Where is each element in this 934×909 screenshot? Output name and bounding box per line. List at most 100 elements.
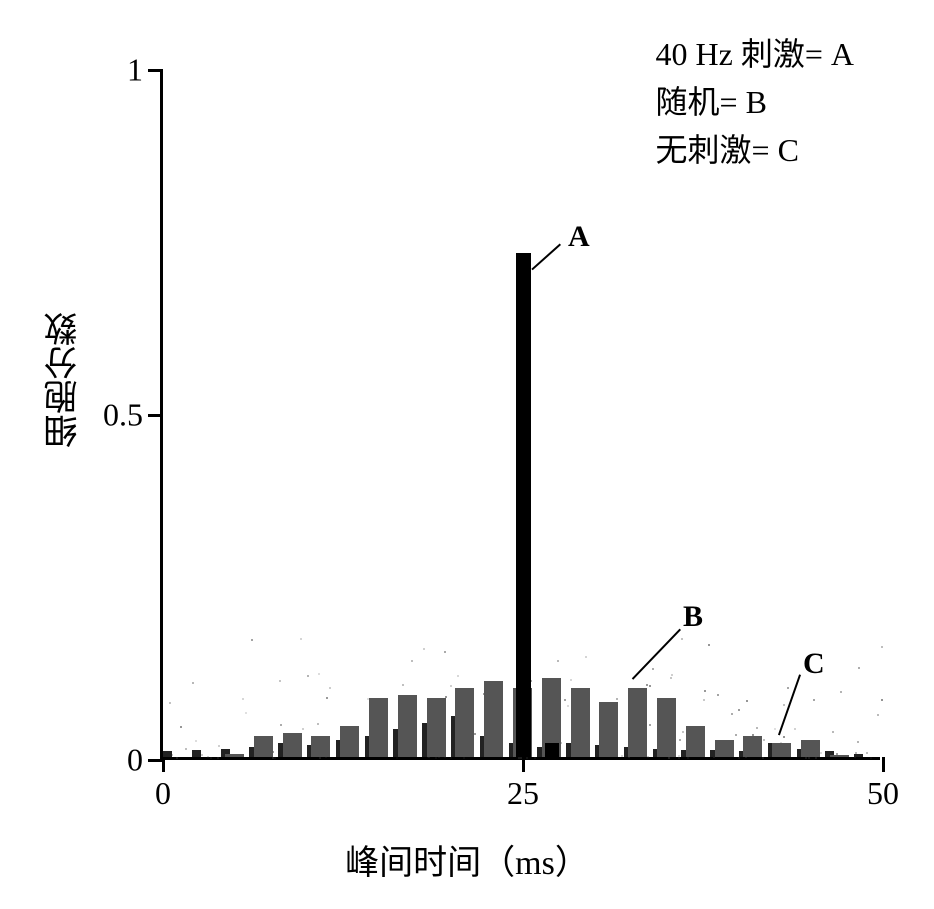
noise-speckle	[180, 726, 182, 728]
noise-speckle	[329, 687, 331, 689]
noise-speckle	[307, 675, 309, 677]
noise-speckle	[402, 684, 404, 686]
noise-speckle	[805, 757, 807, 759]
bar-series-b	[311, 736, 330, 757]
noise-speckle	[671, 674, 673, 676]
noise-speckle	[762, 757, 764, 759]
bar-series-b	[830, 755, 849, 757]
noise-speckle	[274, 757, 276, 759]
noise-speckle	[280, 724, 282, 726]
noise-speckle	[192, 682, 194, 684]
bar-series-a	[545, 743, 560, 757]
bar-series-b	[715, 740, 734, 757]
x-tick	[882, 757, 885, 772]
y-tick	[148, 69, 163, 72]
noise-speckle	[318, 673, 320, 675]
noise-speckle	[218, 745, 220, 747]
bar-series-b	[225, 754, 244, 757]
noise-speckle	[423, 648, 425, 650]
noise-speckle	[738, 757, 740, 759]
noise-speckle	[564, 699, 566, 701]
noise-speckle	[787, 687, 789, 689]
noise-speckle	[207, 756, 209, 758]
noise-speckle	[317, 723, 319, 725]
noise-speckle	[670, 677, 672, 679]
noise-speckle	[185, 748, 187, 750]
bar-series-b	[743, 736, 762, 757]
y-tick-label: 1	[127, 52, 143, 89]
noise-speckle	[251, 639, 253, 641]
histogram-chart: 40 Hz 刺激= A 随机= B 无刺激= C 细胞分数 00.5102550…	[20, 20, 914, 889]
noise-speckle	[866, 752, 868, 754]
noise-speckle	[649, 724, 651, 726]
annotation-a: A	[568, 220, 590, 254]
noise-speckle	[681, 638, 683, 640]
noise-speckle	[870, 757, 872, 759]
noise-speckle	[621, 755, 623, 757]
bar-series-c	[163, 751, 172, 757]
noise-speckle	[731, 713, 733, 715]
y-tick-label: 0.5	[103, 397, 143, 434]
bar-series-b	[398, 695, 417, 757]
noise-speckle	[201, 754, 203, 756]
noise-speckle	[678, 757, 680, 759]
noise-speckle	[242, 698, 244, 700]
noise-speckle	[668, 757, 670, 759]
x-tick-label: 50	[867, 775, 899, 812]
bar-series-b	[571, 688, 590, 757]
x-tick	[522, 757, 525, 772]
annotation-leader	[532, 244, 561, 270]
bar-series-b	[427, 698, 446, 757]
bar-series-c	[192, 750, 201, 757]
noise-speckle	[763, 739, 765, 741]
annotation-leader	[632, 629, 681, 680]
noise-speckle	[217, 757, 219, 759]
noise-speckle	[326, 697, 328, 699]
bar-series-b	[686, 726, 705, 757]
noise-speckle	[585, 656, 587, 658]
noise-speckle	[756, 727, 758, 729]
noise-speckle	[195, 740, 197, 742]
x-axis-label: 峰间时间（ms）	[345, 835, 589, 884]
noise-speckle	[774, 728, 776, 730]
y-axis-label: 细胞分数	[40, 312, 89, 448]
noise-speckle	[881, 646, 883, 648]
noise-speckle	[526, 757, 528, 759]
noise-speckle	[570, 679, 572, 681]
noise-speckle	[704, 690, 706, 692]
noise-speckle	[444, 651, 446, 653]
noise-speckle	[746, 700, 748, 702]
noise-speckle	[877, 714, 879, 716]
bar-series-b	[657, 698, 676, 757]
bar-series-b	[599, 702, 618, 757]
bar-series-b	[254, 736, 273, 757]
x-tick	[162, 757, 165, 772]
noise-speckle	[840, 691, 842, 693]
x-tick-label: 0	[155, 775, 171, 812]
noise-speckle	[567, 705, 569, 707]
bar-series-b	[801, 740, 820, 757]
annotation-c: C	[803, 647, 825, 681]
noise-speckle	[679, 739, 681, 741]
noise-speckle	[518, 757, 520, 759]
noise-speckle	[616, 698, 618, 700]
noise-speckle	[210, 757, 212, 759]
bar-series-b	[628, 688, 647, 757]
bar-series-b	[283, 733, 302, 757]
noise-speckle	[717, 694, 719, 696]
noise-speckle	[176, 757, 178, 759]
noise-speckle	[652, 668, 654, 670]
noise-speckle	[557, 660, 559, 662]
noise-speckle	[857, 741, 859, 743]
y-tick-label: 0	[127, 742, 143, 779]
bar-series-b	[772, 743, 791, 757]
noise-speckle	[463, 757, 465, 759]
noise-speckle	[411, 660, 413, 662]
noise-speckle	[279, 680, 281, 682]
y-tick	[148, 414, 163, 417]
noise-speckle	[534, 757, 536, 759]
plot-area: 00.5102550ABC	[160, 70, 880, 760]
noise-speckle	[649, 685, 651, 687]
noise-speckle	[302, 728, 304, 730]
noise-speckle	[450, 757, 452, 759]
